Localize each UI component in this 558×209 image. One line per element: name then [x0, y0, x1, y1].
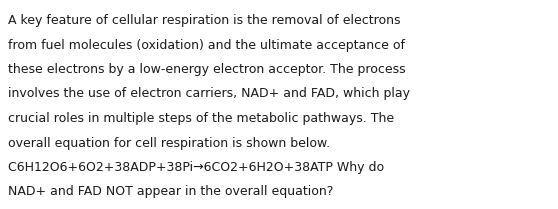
Text: A key feature of cellular respiration is the removal of electrons: A key feature of cellular respiration is… [8, 14, 401, 27]
Text: crucial roles in multiple steps of the metabolic pathways. The: crucial roles in multiple steps of the m… [8, 112, 394, 125]
Text: these electrons by a low-energy electron acceptor. The process: these electrons by a low-energy electron… [8, 63, 406, 76]
Text: from fuel molecules (oxidation) and the ultimate acceptance of: from fuel molecules (oxidation) and the … [8, 38, 405, 51]
Text: C6H12O6+6O2+38ADP+38Pi→6CO2+6H2O+38ATP Why do: C6H12O6+6O2+38ADP+38Pi→6CO2+6H2O+38ATP W… [8, 161, 384, 174]
Text: overall equation for cell respiration is shown below.: overall equation for cell respiration is… [8, 136, 330, 149]
Text: NAD+ and FAD NOT appear in the overall equation?: NAD+ and FAD NOT appear in the overall e… [8, 186, 333, 199]
Text: involves the use of electron carriers, NAD+ and FAD, which play: involves the use of electron carriers, N… [8, 88, 410, 101]
